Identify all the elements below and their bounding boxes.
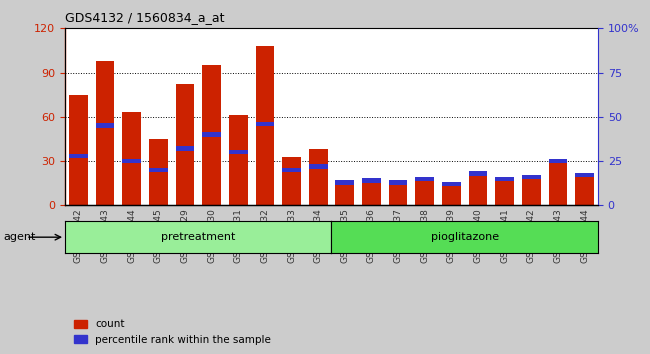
Bar (96, 124, 114, 128)
Bar (549, 159, 567, 163)
Bar (176, 84, 194, 205)
Bar (575, 175, 594, 205)
Bar (442, 182, 461, 186)
Bar (309, 149, 328, 205)
Bar (389, 183, 408, 205)
Bar (122, 159, 141, 163)
Text: pioglitazone: pioglitazone (431, 232, 499, 242)
Bar (96, 61, 114, 205)
Bar (255, 122, 274, 126)
Bar (282, 156, 301, 205)
Bar (176, 147, 194, 151)
Bar (122, 113, 141, 205)
Bar (255, 46, 274, 205)
Bar (415, 180, 434, 205)
Bar (202, 132, 221, 137)
Bar (415, 177, 434, 181)
Bar (522, 177, 541, 205)
Legend: count, percentile rank within the sample: count, percentile rank within the sample (70, 315, 275, 349)
Bar (389, 180, 408, 184)
Bar (69, 154, 88, 158)
Text: pretreatment: pretreatment (161, 232, 235, 242)
Bar (549, 160, 567, 205)
Bar (202, 65, 221, 205)
Bar (149, 139, 168, 205)
Text: agent: agent (3, 232, 36, 242)
Bar (469, 173, 488, 205)
Bar (362, 183, 381, 205)
Bar (149, 168, 168, 172)
Bar (495, 177, 514, 181)
Bar (229, 150, 248, 154)
Bar (469, 171, 488, 176)
Bar (69, 95, 88, 205)
Bar (522, 175, 541, 179)
Bar (362, 178, 381, 183)
Bar (309, 164, 328, 169)
Text: GDS4132 / 1560834_a_at: GDS4132 / 1560834_a_at (65, 11, 224, 24)
Bar (335, 185, 354, 205)
Bar (575, 173, 594, 177)
Bar (495, 180, 514, 205)
Bar (229, 115, 248, 205)
Bar (282, 168, 301, 172)
Bar (442, 186, 461, 205)
Bar (335, 180, 354, 184)
